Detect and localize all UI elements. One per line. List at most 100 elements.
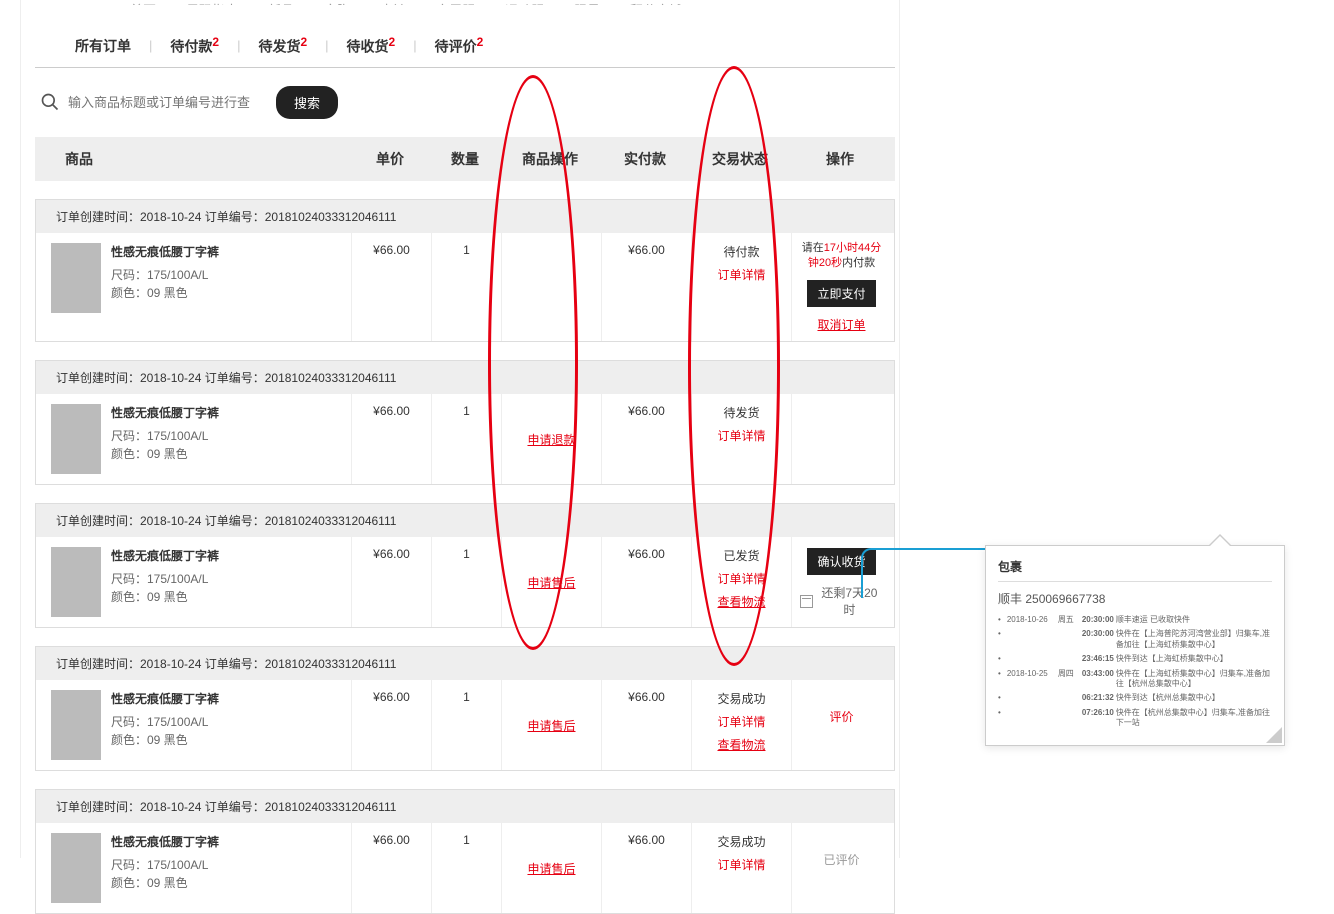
order-tabs: 所有订单 | 待付款2 | 待发货2 | 待收货2 | 待评价2 <box>35 25 895 68</box>
nav-item[interactable]: 积分商城 <box>630 0 682 5</box>
status-text: 待发货 <box>723 404 759 421</box>
qty-cell: 1 <box>431 233 501 342</box>
search-icon <box>40 92 60 112</box>
tab-3[interactable]: 待收货2 <box>347 35 396 57</box>
cancel-order-link[interactable]: 取消订单 <box>817 316 865 333</box>
separator: | <box>325 38 328 53</box>
logistics-popup: 包裹 顺丰 250069667738 •2018-10-26周五20:30:00… <box>985 545 1285 746</box>
orders-table: 商品 单价 数量 商品操作 实付款 交易状态 操作 订单创建时间：2018-10… <box>35 137 895 914</box>
product-title[interactable]: 性感无痕低腰丁字裤 <box>111 833 219 850</box>
tab-2[interactable]: 待发货2 <box>258 35 307 57</box>
product-size: 尺码：175/100A/L <box>111 713 219 731</box>
order-detail-link[interactable]: 订单详情 <box>717 713 765 730</box>
search-button[interactable]: 搜索 <box>276 86 338 119</box>
order-body: 性感无痕低腰丁字裤尺码：175/100A/L颜色：09 黑色¥66.001申请售… <box>36 680 894 770</box>
status-text: 交易成功 <box>717 833 765 850</box>
separator: | <box>149 38 152 53</box>
order-head: 订单创建时间：2018-10-24 订单编号：20181024033312046… <box>36 504 894 537</box>
nav-item[interactable]: 新品 <box>268 0 294 5</box>
tab-1[interactable]: 待付款2 <box>170 35 219 57</box>
status-cell: 交易成功订单详情查看物流 <box>691 680 791 770</box>
product-title[interactable]: 性感无痕低腰丁字裤 <box>111 404 219 421</box>
tracking-number: 顺丰 250069667738 <box>998 590 1272 607</box>
product-color: 颜色：09 黑色 <box>111 874 219 892</box>
item-action-link[interactable]: 申请售后 <box>527 574 575 591</box>
itemop-cell: 申请售后 <box>501 537 601 627</box>
logistics-link[interactable]: 查看物流 <box>717 593 765 610</box>
separator: | <box>413 38 416 53</box>
status-text: 待付款 <box>723 243 759 260</box>
order-1: 订单创建时间：2018-10-24 订单编号：20181024033312046… <box>35 360 895 485</box>
paid-cell: ¥66.00 <box>601 394 691 484</box>
op-cell: 确认收货还剩7天20时 <box>791 537 891 627</box>
paid-cell: ¥66.00 <box>601 680 691 770</box>
product-color: 颜色：09 黑色 <box>111 284 219 302</box>
pay-countdown: 请在17小时44分钟20秒内付款 <box>800 241 883 272</box>
product-title[interactable]: 性感无痕低腰丁字裤 <box>111 690 219 707</box>
status-cell: 待发货订单详情 <box>691 394 791 484</box>
product-cell: 性感无痕低腰丁字裤尺码：175/100A/L颜色：09 黑色 <box>36 233 351 342</box>
product-cell: 性感无痕低腰丁字裤尺码：175/100A/L颜色：09 黑色 <box>36 537 351 627</box>
nav-item[interactable]: 首页 <box>130 0 156 5</box>
tab-4[interactable]: 待评价2 <box>435 35 484 57</box>
order-detail-link[interactable]: 订单详情 <box>717 266 765 283</box>
order-detail-link[interactable]: 订单详情 <box>717 570 765 587</box>
product-title[interactable]: 性感无痕低腰丁字裤 <box>111 243 219 260</box>
paid-cell: ¥66.00 <box>601 823 691 913</box>
item-action-link[interactable]: 申请退款 <box>527 431 575 448</box>
product-info: 性感无痕低腰丁字裤尺码：175/100A/L颜色：09 黑色 <box>111 243 219 332</box>
price-cell: ¥66.00 <box>351 537 431 627</box>
confirm-receipt-button[interactable]: 确认收货 <box>807 548 875 575</box>
nav-item[interactable]: 运动服 <box>505 0 544 5</box>
search-row: 搜索 <box>0 68 1334 137</box>
nav-item[interactable]: 文胸 <box>324 0 350 5</box>
track-row: •06:21:32快件到达【杭州总集散中心】 <box>998 693 1272 703</box>
op-cell: 已评价 <box>791 823 891 913</box>
logistics-link[interactable]: 查看物流 <box>717 736 765 753</box>
order-detail-link[interactable]: 订单详情 <box>717 856 765 873</box>
status-text: 已发货 <box>723 547 759 564</box>
product-image[interactable] <box>51 547 101 617</box>
qty-cell: 1 <box>431 537 501 627</box>
order-detail-link[interactable]: 订单详情 <box>717 427 765 444</box>
th-qty: 数量 <box>430 149 500 169</box>
product-info: 性感无痕低腰丁字裤尺码：175/100A/L颜色：09 黑色 <box>111 404 219 474</box>
qty-cell: 1 <box>431 823 501 913</box>
review-link[interactable]: 评价 <box>829 708 853 725</box>
nav-item[interactable]: 限量 <box>574 0 600 5</box>
product-image[interactable] <box>51 690 101 760</box>
remaining-time: 还剩7天20时 <box>800 584 883 618</box>
product-title[interactable]: 性感无痕低腰丁字裤 <box>111 547 219 564</box>
op-cell: 评价 <box>791 680 891 770</box>
product-cell: 性感无痕低腰丁字裤尺码：175/100A/L颜色：09 黑色 <box>36 680 351 770</box>
product-image[interactable] <box>51 243 101 313</box>
tab-0[interactable]: 所有订单 <box>75 36 131 56</box>
product-cell: 性感无痕低腰丁字裤尺码：175/100A/L颜色：09 黑色 <box>36 823 351 913</box>
nav-item[interactable]: 内裤 <box>380 0 406 5</box>
product-size: 尺码：175/100A/L <box>111 856 219 874</box>
nav-item[interactable]: 尺码指南 <box>186 0 238 5</box>
order-body: 性感无痕低腰丁字裤尺码：175/100A/L颜色：09 黑色¥66.001¥66… <box>36 233 894 342</box>
product-image[interactable] <box>51 833 101 903</box>
status-cell: 待付款订单详情 <box>691 233 791 342</box>
nav-item[interactable]: 家居服 <box>436 0 475 5</box>
paid-cell: ¥66.00 <box>601 537 691 627</box>
item-action-link[interactable]: 申请售后 <box>527 860 575 877</box>
order-body: 性感无痕低腰丁字裤尺码：175/100A/L颜色：09 黑色¥66.001申请售… <box>36 537 894 627</box>
separator: | <box>237 38 240 53</box>
product-image[interactable] <box>51 404 101 474</box>
item-action-link[interactable]: 申请售后 <box>527 717 575 734</box>
op-cell <box>791 394 891 484</box>
order-head: 订单创建时间：2018-10-24 订单编号：20181024033312046… <box>36 790 894 823</box>
search-input[interactable] <box>68 95 268 110</box>
track-row: •07:26:10快件在【杭州总集散中心】归集车,准备加往下一站 <box>998 708 1272 729</box>
itemop-cell: 申请退款 <box>501 394 601 484</box>
tab-count: 2 <box>389 35 396 49</box>
pay-button[interactable]: 立即支付 <box>807 280 875 307</box>
th-paid: 实付款 <box>600 149 690 169</box>
order-0: 订单创建时间：2018-10-24 订单编号：20181024033312046… <box>35 199 895 343</box>
paid-cell: ¥66.00 <box>601 233 691 342</box>
itemop-cell <box>501 233 601 342</box>
product-size: 尺码：175/100A/L <box>111 570 219 588</box>
top-nav: 首页 尺码指南 新品 文胸 内裤 家居服 运动服 限量 积分商城 <box>0 0 1334 5</box>
